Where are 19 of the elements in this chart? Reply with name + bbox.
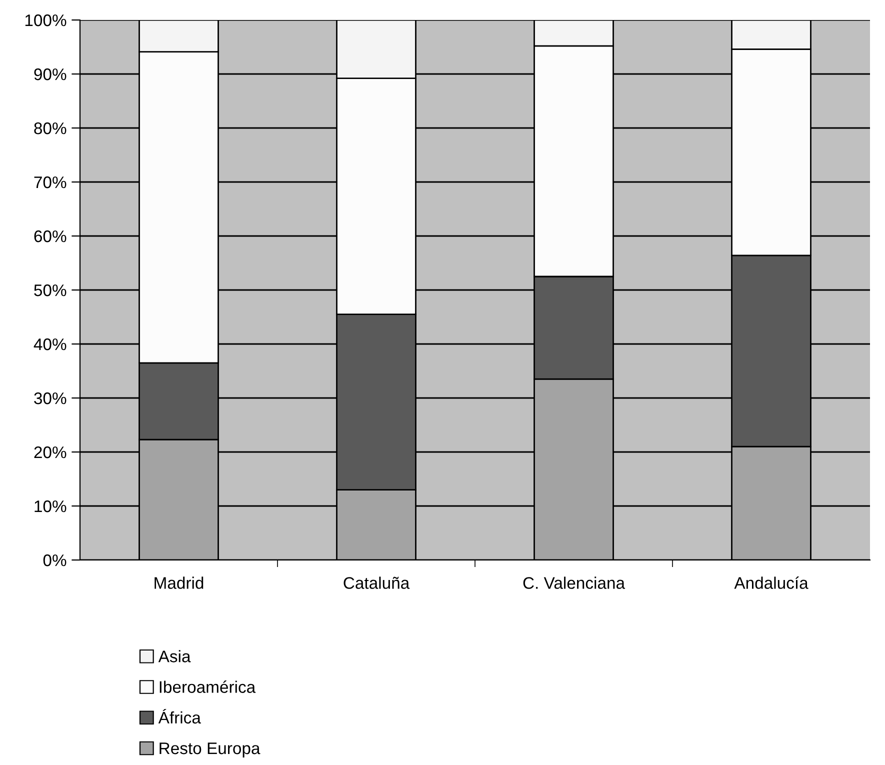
y-tick-label: 70% (34, 176, 66, 188)
y-tick-label: 80% (34, 122, 66, 134)
y-tick-label: 0% (43, 554, 66, 566)
y-tick-label: 90% (34, 68, 66, 80)
y-tick-label: 40% (34, 338, 66, 350)
x-tick-label: Cataluña (344, 576, 410, 589)
y-tick-label: 30% (34, 392, 66, 404)
y-tick-label: 10% (34, 500, 66, 512)
y-tick-label: 50% (34, 284, 66, 296)
legend-label: África (158, 708, 201, 724)
legend-label: Resto Europa (160, 742, 260, 758)
x-tick-label: C. Valenciana (523, 576, 626, 589)
x-tick-label: Andalucía (734, 576, 808, 589)
legend-label: Iberoamérica (160, 680, 256, 693)
legend-label: Asia (158, 650, 191, 662)
x-tick-label: Madrid (154, 576, 204, 589)
y-tick-label: 100% (25, 14, 66, 26)
y-tick-label: 20% (34, 446, 66, 458)
y-tick-label: 60% (34, 230, 66, 242)
